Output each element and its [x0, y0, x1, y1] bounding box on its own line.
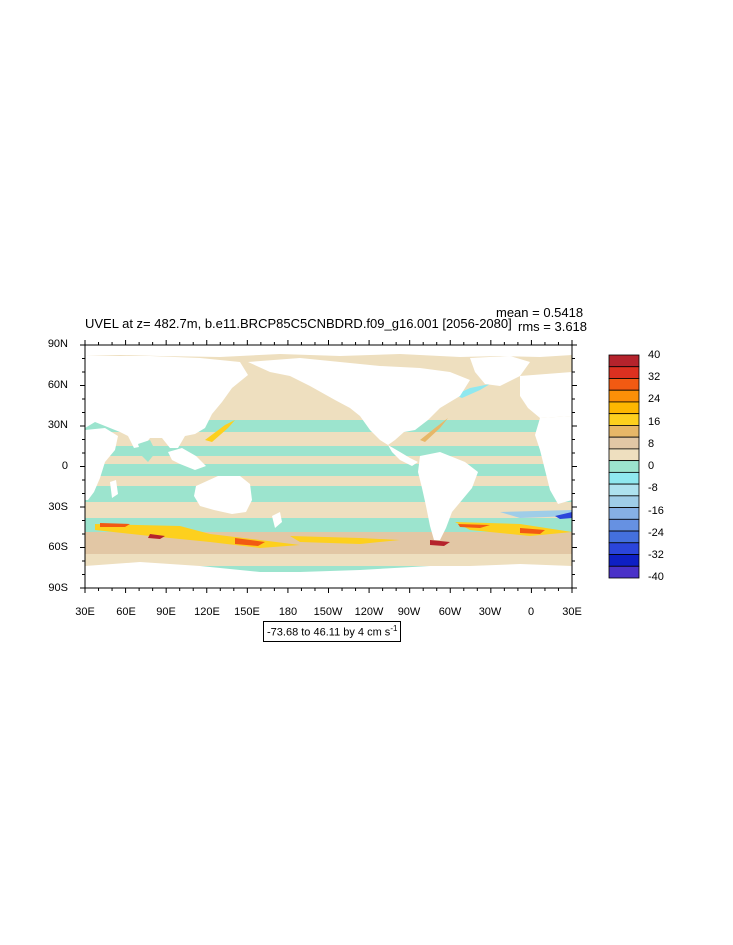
lon-ticks	[84, 340, 573, 593]
land-africa	[85, 428, 118, 500]
colorbar-label-neg40: -40	[648, 571, 664, 583]
acc-jet-drake	[430, 540, 450, 546]
acc-jet-agulhas	[100, 523, 130, 527]
ocean-band-acc-north	[85, 518, 572, 532]
ocean-band-south-trade	[85, 476, 572, 486]
land-europe	[520, 372, 572, 418]
colorbar-box	[608, 366, 640, 379]
acc-jets	[95, 384, 572, 548]
colorbar-label-8: 8	[648, 438, 655, 450]
colorbar-label-0: 0	[648, 460, 655, 472]
colorbar-box	[608, 471, 640, 485]
lon-label-0: 0	[527, 606, 535, 618]
lon-label-120e: 120E	[194, 606, 220, 618]
land-central-america	[388, 445, 418, 466]
lat-label-60n: 60N	[47, 379, 68, 391]
acc-jet-southatl	[520, 528, 545, 534]
rms-stat: rms = 3.618	[518, 319, 588, 334]
kuroshio-jet	[205, 420, 235, 442]
acc-jet-tasman	[235, 538, 265, 546]
colorbar-box	[608, 565, 640, 579]
colorbar-label-16: 16	[648, 416, 661, 428]
colorbar-label-32: 32	[648, 371, 661, 383]
lat-label-90s: 90S	[48, 582, 68, 594]
colorbar-box	[608, 460, 640, 473]
colorbar	[608, 354, 640, 579]
lat-ticks	[80, 344, 577, 589]
colorbar-label-neg16: -16	[648, 505, 664, 517]
plot-title: UVEL at z= 482.7m, b.e11.BRCP85C5CNBDRD.…	[85, 316, 512, 331]
lon-label-150e: 150E	[234, 606, 260, 618]
land-maritime-asia	[168, 448, 206, 470]
colorbar-box	[608, 483, 640, 497]
colorbar-box	[608, 354, 640, 368]
colorbar-box	[608, 495, 640, 508]
brazil-current-negative	[500, 510, 572, 518]
lon-label-90e: 90E	[156, 606, 176, 618]
lon-label-30e: 30E	[75, 606, 95, 618]
ocean-band-equatorial-1	[85, 446, 572, 456]
ocean-band-equatorial-2	[85, 456, 572, 464]
acc-jet-pacific	[290, 536, 400, 544]
colorbar-box	[608, 389, 640, 403]
contour-range-box: -73.68 to 46.11 by 4 cm s-1	[263, 621, 402, 642]
land-masses	[85, 338, 572, 588]
ocean-band-south-midlat	[85, 502, 572, 518]
colorbar-label-neg24: -24	[648, 527, 664, 539]
land-australia	[194, 476, 252, 514]
contour-range-unit-exponent: -1	[390, 624, 398, 633]
land-india-sea	[138, 440, 156, 462]
lon-label-30w: 30W	[478, 606, 502, 618]
map-frame	[80, 340, 577, 593]
land-south-america	[418, 452, 478, 540]
colorbar-label-40: 40	[648, 349, 661, 361]
mean-stat: mean = 0.5418	[496, 305, 584, 320]
colorbar-box	[608, 530, 640, 544]
lon-label-150w: 150W	[313, 606, 343, 618]
colorbar-box	[608, 554, 640, 567]
colorbar-box	[608, 378, 640, 391]
colorbar-label-neg8: -8	[648, 482, 658, 494]
ocean-band-south-subtrop	[85, 486, 572, 502]
land-north-america	[248, 358, 470, 445]
acc-jet-kerguelen	[148, 534, 165, 539]
colorbar-box	[608, 542, 640, 555]
labrador-negative	[455, 384, 490, 398]
colorbar-box	[608, 518, 640, 532]
benguela-strong-negative	[555, 512, 572, 519]
land-madagascar	[110, 480, 118, 498]
colorbar-box	[608, 436, 640, 450]
land-eurasia	[85, 356, 248, 448]
lon-label-180: 180	[278, 606, 298, 618]
lat-label-eq: 0	[61, 460, 68, 472]
lon-label-60w: 60W	[438, 606, 462, 618]
lat-label-30s: 30S	[48, 501, 68, 513]
ocean-band-acc-south	[85, 554, 572, 566]
lon-label-90w: 90W	[397, 606, 421, 618]
ocean-band-north-trade	[85, 432, 572, 446]
ocean-band-equatorial-3	[85, 464, 572, 476]
colorbar-box	[608, 413, 640, 426]
lon-label-120w: 120W	[354, 606, 384, 618]
colorbar-label-24: 24	[648, 393, 661, 405]
ocean-band-antarctic-coast	[85, 566, 572, 574]
colorbar-box	[608, 507, 640, 520]
acc-jet-atlantic-red	[458, 524, 490, 528]
land-greenland	[470, 356, 530, 386]
colorbar-box	[608, 425, 640, 438]
gulf-stream-jet	[420, 418, 448, 442]
lon-label-60e: 60E	[116, 606, 136, 618]
land-africa-east	[535, 416, 572, 504]
lon-label-30e-right: 30E	[562, 606, 582, 618]
lat-label-30n: 30N	[47, 419, 68, 431]
colorbar-label-neg32: -32	[648, 549, 664, 561]
colorbar-box	[608, 401, 640, 415]
land-newzealand	[272, 512, 282, 528]
contour-range-label: -73.68 to 46.11 by 4 cm s	[267, 626, 391, 639]
colorbar-box	[608, 448, 640, 462]
lat-label-60s: 60S	[48, 541, 68, 553]
land-antarctica	[85, 562, 572, 588]
lat-label-90n: 90N	[47, 338, 68, 350]
